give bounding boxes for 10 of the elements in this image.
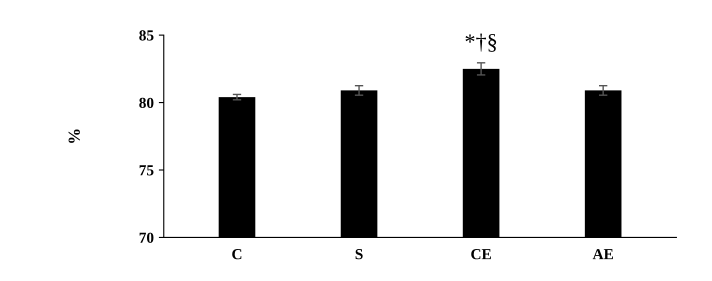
annotation: *†§ <box>466 34 496 52</box>
y-tick-label: 75 <box>140 165 154 176</box>
x-tick-label: CE <box>471 249 491 260</box>
x-tick-label: C <box>232 249 242 260</box>
x-tick-label: S <box>356 249 363 260</box>
y-tick-label: 85 <box>139 30 154 41</box>
x-tick-label: AE <box>592 249 613 260</box>
y-tick-label: 80 <box>139 98 154 108</box>
y-axis-title: % <box>68 130 80 143</box>
y-tick-label: 70 <box>140 232 154 243</box>
